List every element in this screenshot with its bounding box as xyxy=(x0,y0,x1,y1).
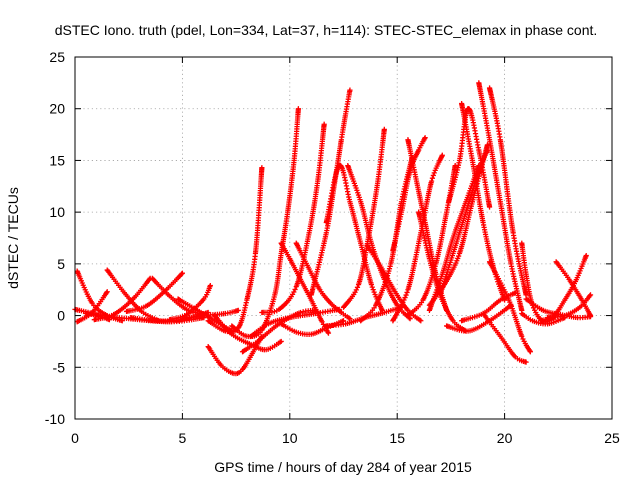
data-point xyxy=(527,349,533,355)
y-tick-label: 15 xyxy=(49,152,65,168)
data-point xyxy=(381,126,387,132)
y-tick-label: 20 xyxy=(49,101,65,117)
data-point xyxy=(422,135,428,141)
y-tick-label: 10 xyxy=(49,204,65,220)
x-tick-label: 25 xyxy=(604,430,620,446)
data-point xyxy=(431,170,437,176)
data-point xyxy=(587,312,594,319)
data-point xyxy=(445,267,451,273)
data-point xyxy=(418,318,424,324)
y-tick-label: -10 xyxy=(45,411,65,427)
data-point xyxy=(368,281,375,288)
data-point xyxy=(402,294,408,301)
data-point xyxy=(523,359,529,365)
data-point xyxy=(292,286,298,293)
data-point xyxy=(475,176,482,182)
data-point xyxy=(295,106,301,112)
data-point xyxy=(512,290,518,296)
data-point xyxy=(484,142,491,148)
data-point xyxy=(235,307,241,313)
x-axis-label: GPS time / hours of day 284 of year 2015 xyxy=(214,459,472,475)
data-point xyxy=(587,292,594,298)
data-point xyxy=(455,255,461,262)
data-point xyxy=(432,263,438,269)
chart-title: dSTEC Iono. truth (pdel, Lon=334, Lat=37… xyxy=(55,22,598,38)
data-point xyxy=(354,284,361,290)
data-point xyxy=(371,305,377,311)
data-point xyxy=(446,264,452,270)
data-point xyxy=(417,317,423,323)
data-point xyxy=(371,289,377,295)
x-tick-label: 5 xyxy=(179,430,187,446)
data-points xyxy=(72,80,594,377)
data-point xyxy=(587,293,593,299)
x-tick-label: 0 xyxy=(71,430,79,446)
data-point xyxy=(486,204,493,210)
y-tick-label: 25 xyxy=(49,49,65,65)
data-point xyxy=(369,284,375,290)
data-point xyxy=(519,333,525,339)
data-point xyxy=(439,152,445,158)
axis-ticks: 0 5 10 15 20 25 -10 -5 0 5 10 15 20 25 xyxy=(45,49,620,446)
data-point xyxy=(104,289,110,295)
data-point xyxy=(259,165,265,171)
x-tick-label: 10 xyxy=(282,430,298,446)
data-point xyxy=(431,266,438,272)
data-point xyxy=(428,178,435,184)
data-point xyxy=(179,270,185,276)
data-point xyxy=(103,290,110,296)
data-point xyxy=(370,287,376,293)
data-point xyxy=(271,308,277,315)
data-point xyxy=(278,338,284,345)
data-point xyxy=(325,330,332,336)
data-point xyxy=(407,168,413,174)
data-point xyxy=(347,87,353,93)
data-point xyxy=(404,289,410,296)
data-point xyxy=(429,175,436,181)
y-tick-label: 0 xyxy=(57,308,65,324)
data-point xyxy=(401,297,407,303)
data-point xyxy=(408,165,414,171)
x-tick-label: 20 xyxy=(497,430,513,446)
y-tick-label: 5 xyxy=(57,256,65,272)
data-point xyxy=(444,269,450,275)
x-tick-label: 15 xyxy=(389,430,405,446)
y-axis-label: dSTEC / TECUs xyxy=(5,187,21,289)
data-point xyxy=(321,121,327,127)
data-point xyxy=(178,271,185,277)
y-tick-label: -5 xyxy=(53,359,66,375)
data-point xyxy=(207,282,213,289)
data-point xyxy=(456,253,462,259)
plot-frame xyxy=(74,56,613,420)
data-point xyxy=(430,172,436,179)
data-point xyxy=(407,316,413,322)
data-point xyxy=(583,252,589,259)
data-point xyxy=(403,292,409,298)
data-point xyxy=(319,319,325,325)
